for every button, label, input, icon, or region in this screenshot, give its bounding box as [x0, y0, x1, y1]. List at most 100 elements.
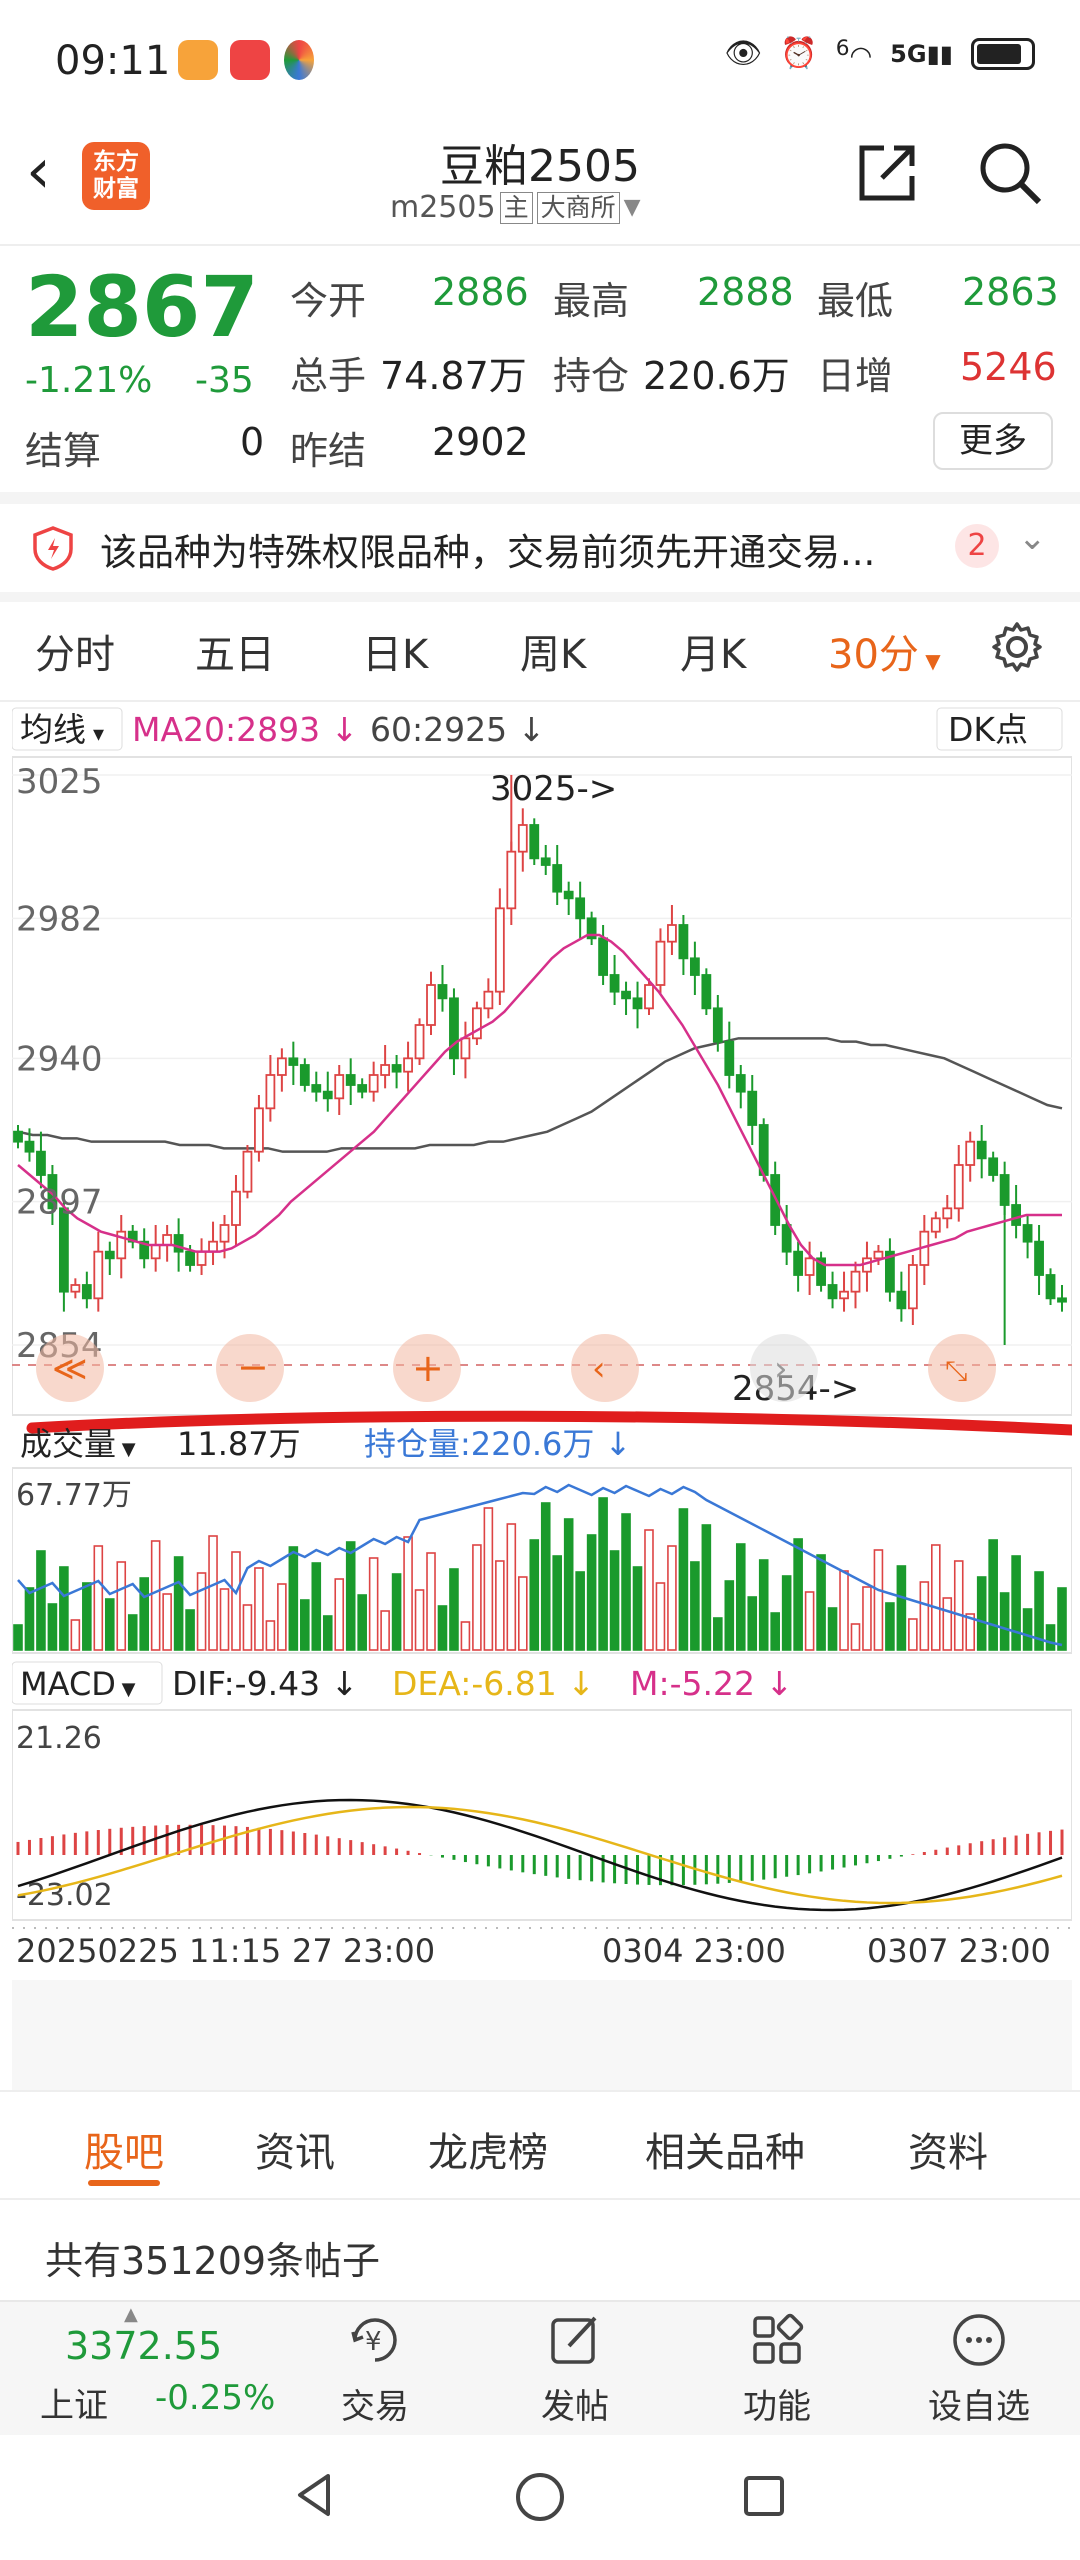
functions-button[interactable]: 功能	[722, 2310, 832, 2428]
tab-five-day[interactable]: 五日	[195, 632, 275, 678]
y-tick-label: 2982	[16, 899, 103, 939]
index-change[interactable]: -0.25%	[155, 2378, 276, 2418]
settings-gear-icon[interactable]	[990, 620, 1044, 674]
fullscreen-button[interactable]: ⤡	[928, 1334, 996, 1402]
ma20-line	[17, 933, 1062, 1267]
permission-notice[interactable]: 该品种为特殊权限品种，交易前须先开通交易... 2 ⌄	[0, 500, 1080, 590]
candle	[793, 1241, 804, 1292]
candle	[1057, 1285, 1067, 1312]
candle	[391, 1055, 402, 1089]
dea-label: DEA:-6.81 ↓	[392, 1664, 595, 1703]
tab-intraday[interactable]: 分时	[35, 632, 115, 678]
volume-bar	[873, 1549, 884, 1651]
add-watchlist-button[interactable]: 设自选	[924, 2310, 1034, 2428]
volume-bar	[781, 1575, 792, 1651]
candle	[13, 1125, 23, 1149]
scroll-left-button[interactable]: ‹	[571, 1334, 639, 1402]
share-icon[interactable]	[852, 138, 922, 208]
candle	[231, 1175, 241, 1245]
volume-bar	[300, 1599, 310, 1651]
volume-bar	[391, 1573, 402, 1651]
app-notification-icon-3	[284, 40, 314, 80]
candle	[368, 1061, 379, 1102]
candle	[689, 941, 700, 995]
volume-bar	[575, 1571, 585, 1651]
tab-related[interactable]: 相关品种	[645, 2130, 805, 2176]
tab-stock-bar[interactable]: 股吧	[84, 2130, 164, 2176]
volume-bar	[517, 1576, 528, 1651]
volume-bar	[334, 1578, 345, 1651]
candle	[953, 1145, 964, 1222]
zoom-out-button[interactable]: −	[216, 1334, 284, 1402]
volume-bar	[414, 1589, 425, 1651]
candle	[1011, 1185, 1022, 1239]
candle	[449, 988, 459, 1075]
macd-selector[interactable]: MACD ▼	[20, 1665, 136, 1703]
tab-news[interactable]: 资讯	[255, 2130, 335, 2176]
candle	[563, 881, 574, 915]
app-logo: 东方财富	[82, 142, 150, 210]
zoom-in-button[interactable]: +	[393, 1334, 461, 1402]
candle	[529, 818, 540, 865]
volume-bar	[345, 1541, 356, 1651]
chevron-down-icon[interactable]: ▼	[623, 195, 641, 220]
signal-icon: 5G▮▮	[890, 39, 953, 68]
tab-daily-k[interactable]: 日K	[362, 632, 429, 678]
candle	[437, 965, 448, 1012]
scroll-right-button[interactable]: ›	[750, 1334, 818, 1402]
chevron-up-icon: ▲	[124, 2304, 138, 2325]
volume-bar	[24, 1587, 35, 1651]
ma-selector[interactable]: 均线 ▾	[20, 710, 104, 749]
trade-button[interactable]: ¥ 交易	[320, 2310, 430, 2428]
nav-back-icon[interactable]	[290, 2470, 340, 2520]
tab-profile[interactable]: 资料	[908, 2130, 988, 2176]
candle	[701, 968, 712, 1015]
tab-weekly-k[interactable]: 周K	[520, 632, 587, 678]
y-tick-label: 3025	[16, 762, 103, 802]
chevron-down-icon[interactable]: ⌄	[1018, 518, 1047, 558]
post-button[interactable]: 发帖	[520, 2310, 630, 2428]
tab-monthly-k[interactable]: 月K	[680, 632, 747, 678]
nav-home-icon[interactable]	[513, 2470, 567, 2524]
volume-bar	[93, 1545, 104, 1651]
volume-bar	[139, 1577, 149, 1651]
volume-bar	[368, 1557, 379, 1651]
candle	[506, 841, 517, 925]
tab-dragon-tiger[interactable]: 龙虎榜	[428, 2130, 548, 2176]
back-button[interactable]: ‹	[26, 134, 51, 207]
oi-value-label: 持仓量:220.6万 ↓	[364, 1425, 631, 1463]
volume-bar	[173, 1556, 184, 1651]
tab-30min[interactable]: 30分 ▼	[828, 632, 941, 678]
volume-bar	[942, 1597, 953, 1651]
volume-bar	[793, 1538, 803, 1651]
price-chart[interactable]: 30252982294028972854 3025-> 2854-> ≪ − +…	[12, 700, 1072, 2090]
volume-bar	[13, 1624, 23, 1651]
volume-bar	[472, 1544, 482, 1651]
volume-bar	[770, 1612, 780, 1651]
volume-bar	[150, 1540, 161, 1651]
volume-bar	[862, 1586, 872, 1651]
volume-selector[interactable]: 成交量 ▼	[20, 1425, 136, 1463]
dk-point-selector[interactable]: DK点	[948, 710, 1028, 749]
notice-count-badge: 2	[955, 524, 999, 568]
candle	[150, 1225, 161, 1272]
more-button[interactable]: 更多	[933, 412, 1053, 470]
candle	[827, 1271, 838, 1309]
candle	[632, 981, 643, 1029]
index-name[interactable]: 上证	[40, 2386, 108, 2426]
index-value[interactable]: 3372.55	[65, 2324, 223, 2368]
volume-bar	[678, 1508, 689, 1651]
volume-bar	[690, 1561, 700, 1651]
volume-bar	[70, 1619, 81, 1651]
nav-recents-icon[interactable]	[740, 2472, 788, 2520]
volume-bar	[277, 1583, 287, 1651]
oi-line	[17, 1483, 1063, 1647]
scroll-left-fast-button[interactable]: ≪	[36, 1334, 104, 1402]
volume-bar	[59, 1566, 69, 1651]
search-icon[interactable]	[975, 138, 1045, 208]
volume-bar	[735, 1543, 746, 1651]
volume-bar	[609, 1550, 620, 1651]
exchange-tag[interactable]: 大商所	[536, 191, 620, 224]
candle	[139, 1228, 150, 1269]
daily-inc-label: 日增	[817, 354, 894, 398]
